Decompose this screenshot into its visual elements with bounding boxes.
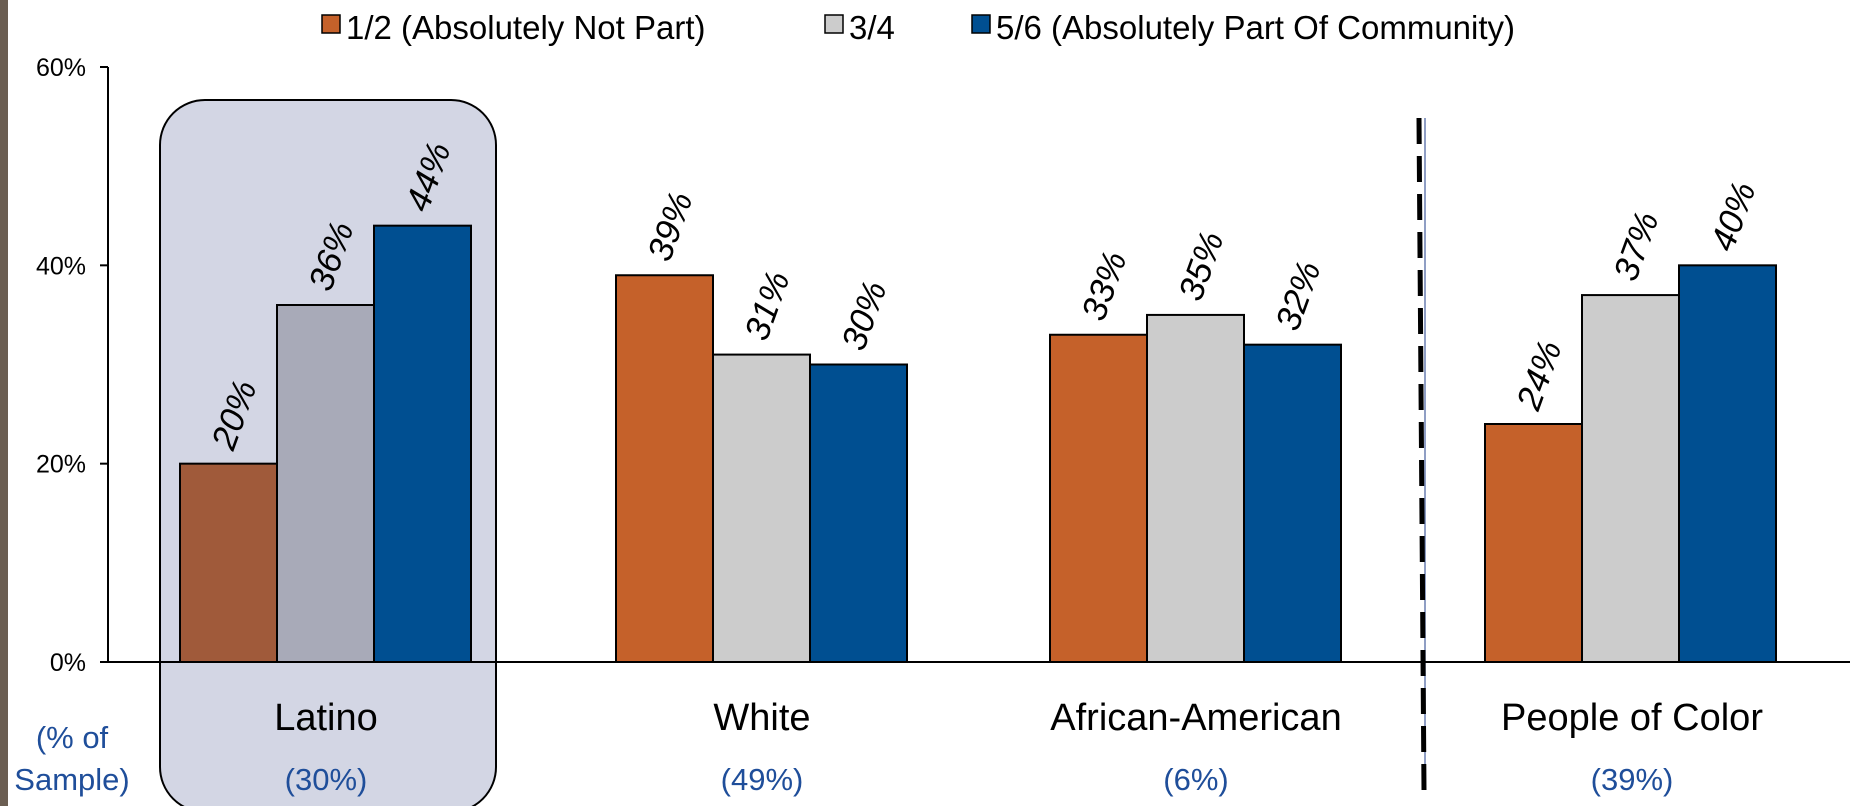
group-divider-dashed [1416, 117, 1427, 791]
y-tick-label: 20% [36, 451, 86, 479]
legend-entry: 5/6 (Absolutely Part Of Community) [996, 9, 1515, 46]
legend-entry: 3/4 [849, 9, 895, 46]
bar [1243, 343, 1342, 663]
bar [1484, 423, 1583, 663]
sample-share-label: (39%) [1591, 762, 1674, 797]
category-label: People of Color [1501, 697, 1763, 739]
y-tick-label: 0% [50, 649, 86, 677]
data-label: 40% [1703, 177, 1764, 256]
y-tick-label: 40% [36, 252, 86, 280]
sample-axis-label: (% of Sample) [14, 720, 129, 797]
data-label: 32% [1268, 256, 1329, 335]
bar [1581, 294, 1680, 663]
legend-swatch [971, 14, 991, 34]
bar [1678, 264, 1777, 663]
legend-swatch [824, 14, 844, 34]
bar [179, 462, 278, 663]
category-label: Latino [274, 697, 378, 739]
bars [179, 224, 1777, 664]
data-label: 30% [834, 276, 895, 355]
data-label: 24% [1509, 336, 1570, 416]
y-axis: 0% 20% 40% 60% [36, 54, 109, 677]
category-labels: Latino (30%) White (49%) African-American (6%… [14, 697, 1763, 797]
category-label: African-American [1050, 697, 1341, 739]
legend-entry: 1/2 (Absolutely Not Part) [346, 9, 706, 46]
bar [809, 363, 908, 663]
data-label: 35% [1171, 227, 1232, 306]
sample-share-label: (49%) [721, 762, 804, 797]
category-label: White [713, 697, 810, 739]
data-label: 37% [1606, 207, 1667, 286]
bar [615, 274, 714, 663]
sample-share-label: (30%) [285, 762, 368, 797]
bar [276, 304, 375, 663]
left-edge-strip [0, 0, 8, 806]
bar [1146, 313, 1245, 663]
legend: 1/2 (Absolutely Not Part) 3/4 5/6 (Absolut… [321, 9, 1515, 46]
y-tick-label: 60% [36, 54, 86, 82]
bar [1049, 333, 1148, 663]
legend-swatch [321, 14, 341, 34]
data-label: 39% [640, 187, 701, 266]
bar [712, 353, 811, 663]
data-label: 31% [737, 266, 798, 345]
data-label: 33% [1074, 246, 1135, 325]
bar [373, 224, 472, 664]
sample-share-label: (6%) [1163, 762, 1228, 797]
